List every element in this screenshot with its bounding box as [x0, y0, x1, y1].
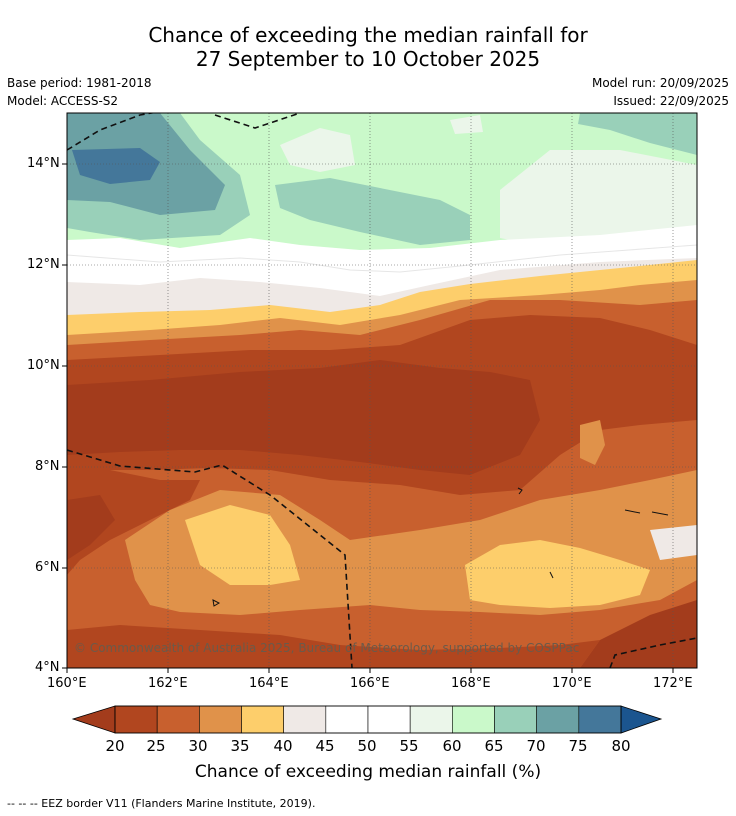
band-45-east: [650, 525, 697, 560]
lon-tick-164e: 164°E: [249, 676, 289, 691]
colorbar-swatch: [452, 705, 495, 734]
colorbar-swatch: [578, 705, 622, 734]
colorbar-label: 50: [357, 737, 377, 755]
lon-tick-166e: 166°E: [350, 676, 390, 691]
band-35-east: [580, 420, 605, 465]
lon-tick-170e: 170°E: [552, 676, 592, 691]
band-80-nw: [72, 148, 160, 184]
title-line-2: 27 September to 10 October 2025: [195, 47, 541, 71]
band-20-se: [580, 600, 697, 668]
contour-field: [67, 113, 697, 668]
band-70-ne: [578, 113, 697, 155]
band-20-west: [67, 495, 115, 560]
lat-tick-14n: 14°N: [27, 156, 60, 171]
title-line-1: Chance of exceeding the median rainfall …: [148, 23, 588, 47]
colorbar-over-arrow: [620, 705, 663, 734]
colorbar-label: 45: [315, 737, 335, 755]
colorbar-swatch: [494, 705, 537, 734]
lon-tick-172e: 172°E: [653, 676, 693, 691]
model-name: Model: ACCESS-S2: [7, 94, 119, 108]
axis-ticks: [62, 163, 674, 673]
eez-border: [67, 113, 697, 668]
copyright-notice: © Commonwealth of Australia 2025, Bureau…: [74, 641, 580, 655]
base-period: Base period: 1981-2018: [7, 76, 152, 90]
colorbar-swatch: [241, 705, 284, 734]
colorbar-label: 70: [526, 737, 546, 755]
lat-tick-8n: 8°N: [35, 459, 60, 474]
lat-tick-4n: 4°N: [35, 660, 60, 675]
band-40-sw: [185, 505, 300, 585]
band-60-c: [500, 150, 697, 250]
colorbar-label: 55: [399, 737, 419, 755]
colorbar-under-arrow: [71, 705, 116, 734]
colorbar-swatch: [199, 705, 242, 734]
colorbar-swatch: [114, 705, 158, 734]
colorbar-label: 75: [568, 737, 588, 755]
issued-date: Issued: 22/09/2025: [613, 94, 729, 108]
colorbar-swatch: [409, 705, 453, 734]
graticule: [67, 113, 697, 668]
band-20-center: [67, 360, 540, 475]
colorbar-label: 65: [484, 737, 504, 755]
colorbar-title: Chance of exceeding median rainfall (%): [194, 762, 542, 782]
lon-tick-168e: 168°E: [451, 676, 491, 691]
colorbar-swatch: [283, 705, 327, 734]
colorbar-swatch: [156, 705, 200, 734]
band-60-b: [450, 115, 483, 134]
model-run: Model run: 20/09/2025: [591, 76, 729, 90]
lat-tick-6n: 6°N: [35, 560, 60, 575]
colorbar-label: 20: [105, 737, 125, 755]
colorbar-label: 80: [611, 737, 631, 755]
lat-tick-10n: 10°N: [27, 358, 60, 373]
map-frame: [66, 112, 698, 669]
colorbar-label: 30: [188, 737, 208, 755]
lon-tick-162e: 162°E: [148, 676, 188, 691]
colorbar-label: 35: [230, 737, 250, 755]
colorbar-label: 25: [146, 737, 166, 755]
colorbar-label: 40: [273, 737, 293, 755]
colorbar: [71, 705, 663, 734]
colorbar-label: 60: [442, 737, 462, 755]
lon-tick-160e: 160°E: [47, 676, 87, 691]
colorbar-swatch: [325, 705, 369, 734]
band-60-a: [280, 128, 355, 172]
islands: [212, 487, 669, 607]
band-40-se: [465, 540, 650, 608]
band-25-south: [67, 625, 600, 668]
colorbar-swatch: [536, 705, 580, 734]
band-70-center: [275, 178, 470, 245]
eez-legend-note: -- -- -- EEZ border V11 (Flanders Marine…: [7, 797, 316, 810]
colorbar-swatch: [367, 705, 411, 734]
lat-tick-12n: 12°N: [27, 257, 60, 272]
